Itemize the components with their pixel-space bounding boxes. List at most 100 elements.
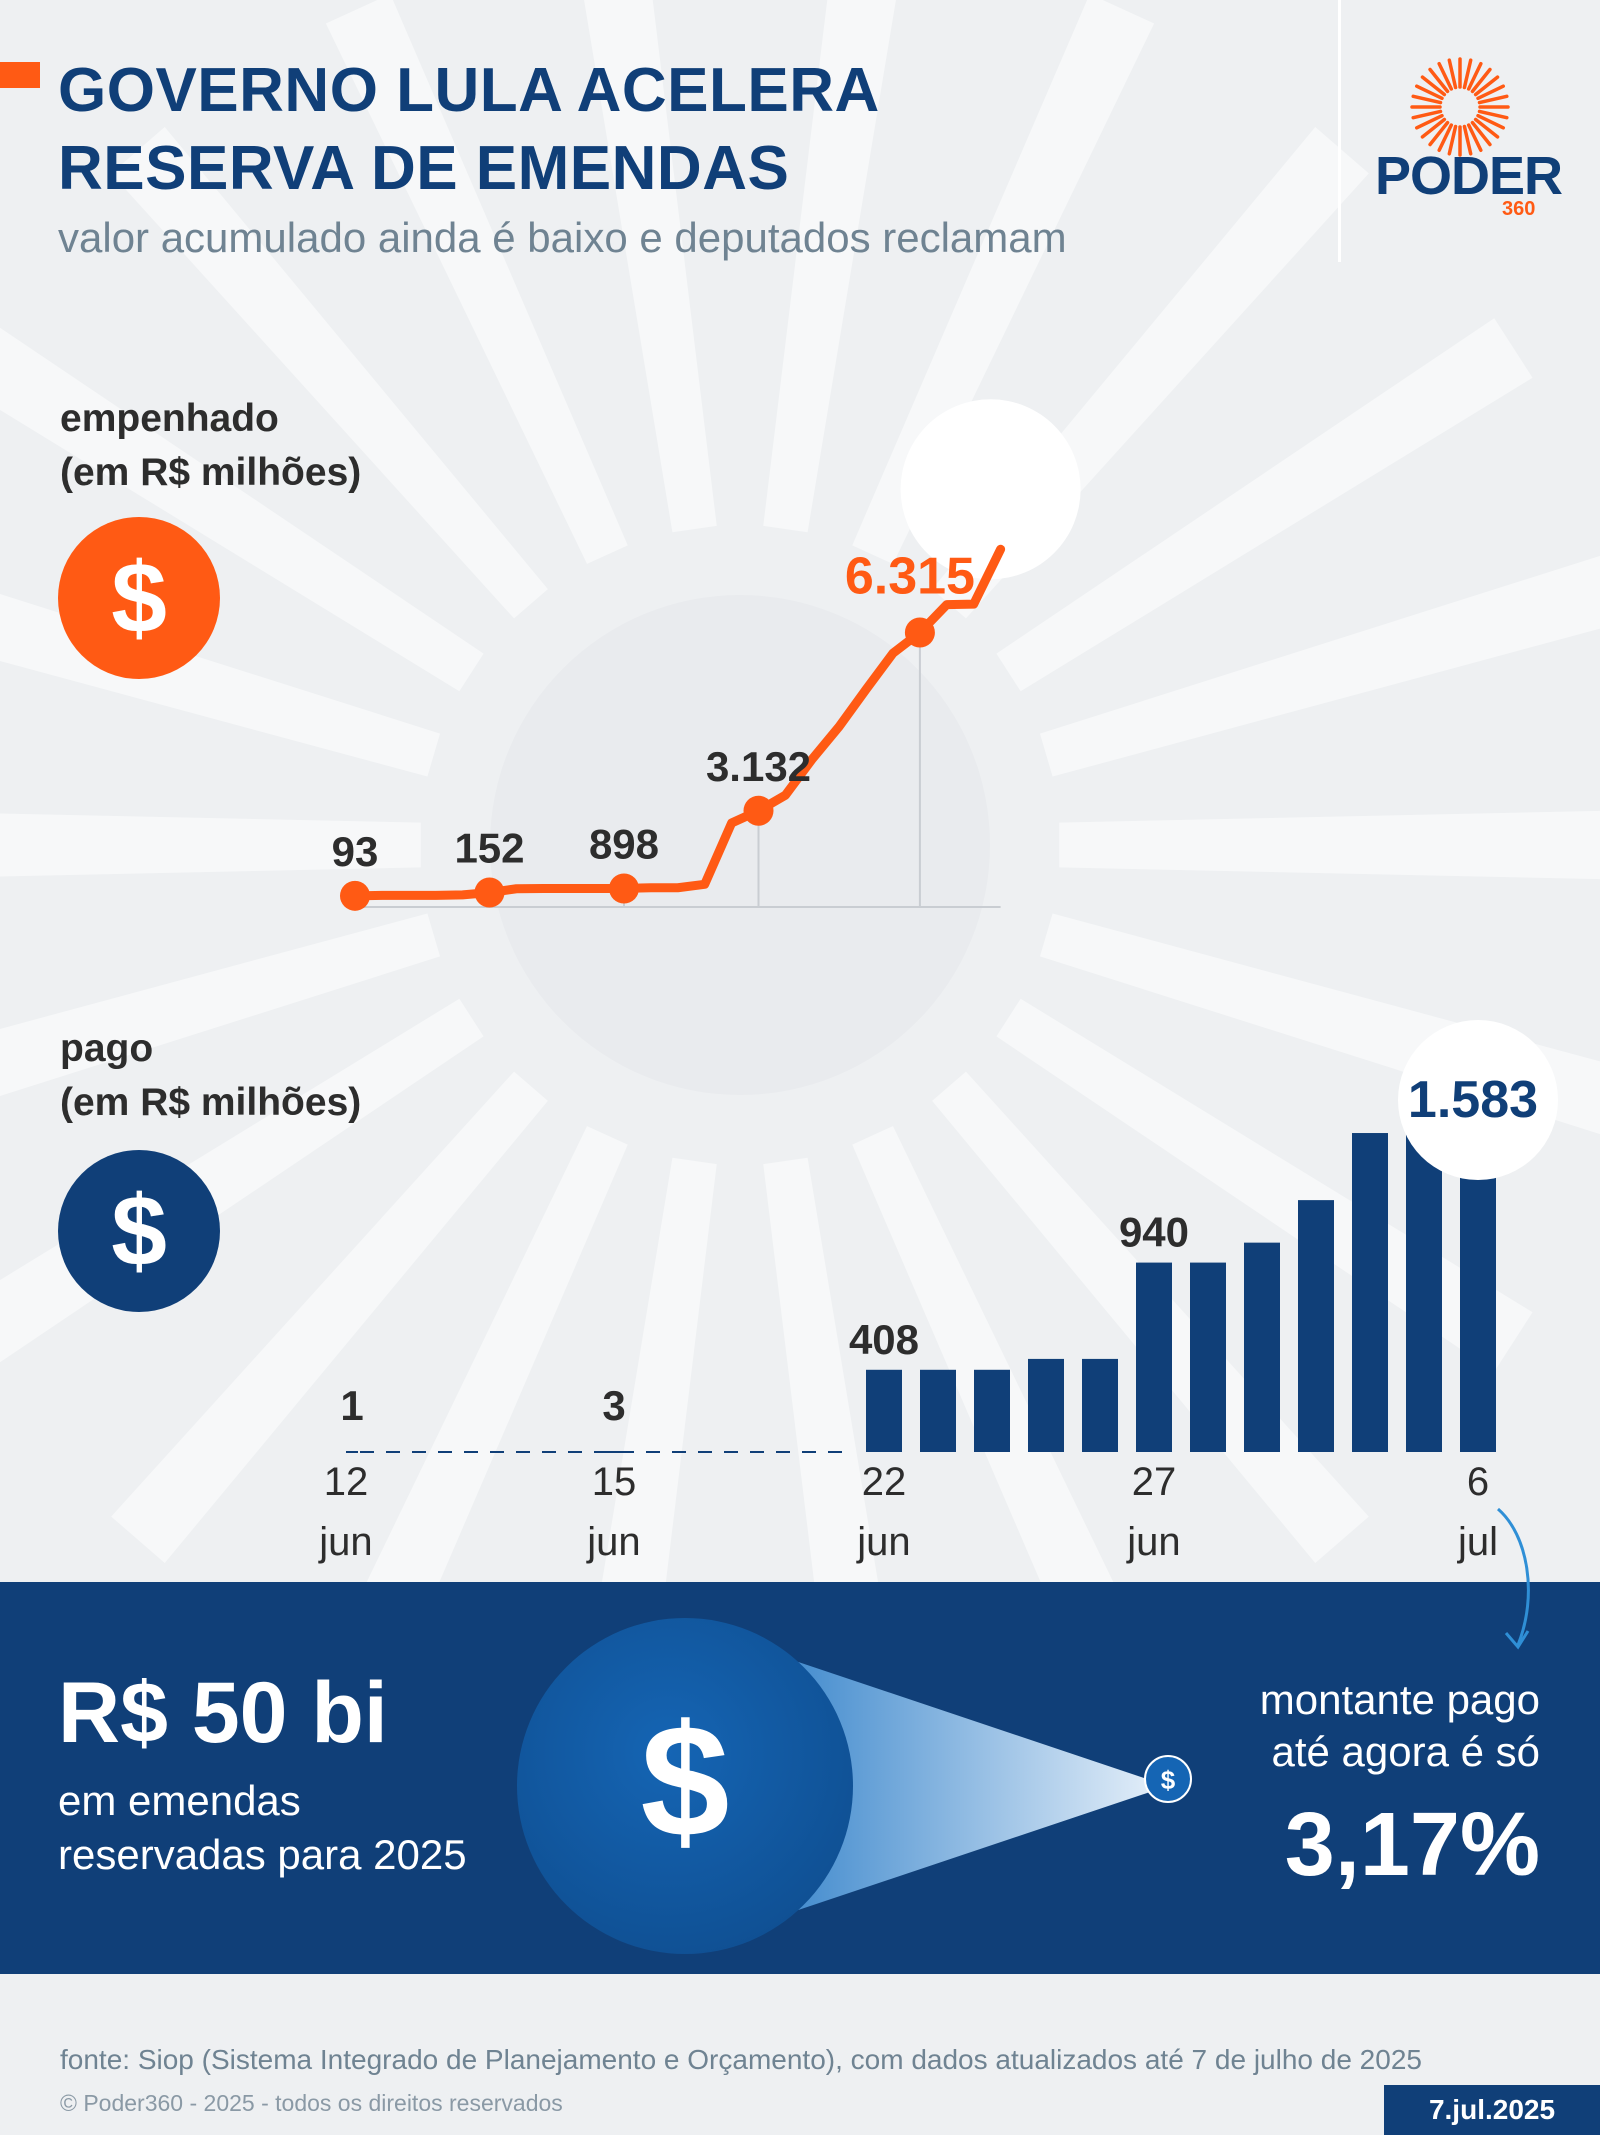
bar [1406,1133,1442,1452]
bar [1190,1262,1226,1452]
copyright-note: © Poder360 - 2025 - todos os direitos re… [60,2090,563,2116]
line-point [904,617,935,648]
logo-number: 360 [1502,198,1536,220]
bar [1298,1200,1334,1452]
logo-ray [1447,124,1458,156]
share-percentage: 3,17% [1284,1795,1540,1895]
logo-ray [1466,123,1483,152]
poder360-logo: PODER 360 [1360,55,1563,225]
x-tick-day: 6 [1467,1460,1489,1504]
accent-bar [0,62,40,88]
data-label: 3.132 [706,743,811,790]
source-note: fonte: Siop (Sistema Integrado de Planej… [60,2044,1422,2075]
background-ray [763,0,896,533]
data-label: 898 [589,820,659,867]
logo-ray [1476,84,1505,101]
bar [1244,1242,1280,1452]
highlight-bubble [1398,1020,1558,1180]
line-point [340,880,370,911]
empenhado-label-line-1: empenhado [60,397,279,440]
total-desc-line-1: em emendas [58,1777,301,1824]
pago-label-line-2: (em R$ milhões) [60,1081,362,1124]
x-tick-day: 12 [324,1460,369,1504]
date-badge: 7.jul.2025 [1384,2085,1600,2135]
dollar-icon: $ [1161,1765,1176,1795]
big-coin [517,1618,853,1954]
logo-ray [1437,123,1454,152]
sun-icon [1410,57,1510,157]
background-ray [325,0,628,564]
x-tick-month: jul [1457,1520,1498,1564]
x-tick-month: jun [586,1520,640,1564]
background-ray [111,127,548,619]
bar [1460,1133,1496,1452]
line-point [474,877,505,908]
highlight-bubble [900,399,1081,580]
dollar-icon: $ [58,517,220,679]
logo-ray [1428,120,1450,147]
total-desc-line-2: reservadas para 2025 [58,1831,467,1878]
empenhado-line [350,544,1006,901]
background-ray [852,0,1155,564]
logo-ray [1473,75,1500,97]
total-value: R$ 50 bi [58,1665,388,1761]
empenhado-label-line-2: (em R$ milhões) [60,451,362,494]
share-description: montante pago até agora é só [1260,1674,1540,1778]
background-ray [1039,555,1600,777]
background-ray [0,813,421,877]
curved-arrow-icon [1497,1507,1530,1650]
page-title: GOVERNO LULA ACELERA RESERVA DE EMENDAS [58,52,880,208]
background-ray [111,1071,548,1563]
logo-ray [1415,113,1444,130]
logo-ray [1447,58,1458,90]
logo-ray [1411,94,1443,105]
logo-word: PODER [1375,146,1563,206]
logo-ray [1420,75,1447,97]
data-label: 3 [602,1382,625,1429]
x-tick-month: jun [318,1520,372,1564]
dollar-icon: $ [58,1150,220,1312]
logo-ray [1462,58,1473,90]
logo-ray [1428,67,1450,94]
x-tick-day: 27 [1132,1460,1177,1504]
x-tick-day: 15 [592,1460,637,1504]
background-ray [0,327,484,692]
bar [866,1369,902,1452]
background-ray [1059,810,1600,880]
logo-ray [1415,84,1444,101]
x-tick-month: jun [856,1520,910,1564]
background-ray [325,1126,628,1696]
logo-ray [1437,62,1454,91]
line-point [743,795,774,826]
bar [1082,1358,1118,1452]
background-disc [490,595,990,1095]
share-line-2: até agora é só [1271,1728,1540,1775]
logo-ray [1476,113,1505,130]
logo-ray [1473,117,1500,139]
summary-band: $ $ R$ 50 bi em emendas reservadas para … [0,1582,1600,1974]
logo-ray [1477,94,1509,105]
share-line-1: montante pago [1259,1676,1540,1723]
pago-label: pago (em R$ milhões) [60,1022,361,1130]
data-label: 93 [332,828,379,875]
line-point [609,873,639,904]
coin-cone-graphic: $ $ [517,1618,1192,1954]
background-ray [0,913,441,1097]
background-ray [996,318,1533,692]
logo-ray [1470,67,1492,94]
bar [1352,1133,1388,1452]
pago-label-line-1: pago [60,1027,154,1070]
page-subtitle: valor acumulado ainda é baixo e deputado… [58,214,1067,261]
data-label: 940 [1119,1209,1189,1256]
background-ray [584,0,717,533]
data-label: 6.315 [845,548,975,606]
title-line-2: RESERVA DE EMENDAS [58,134,790,203]
bar [920,1369,956,1452]
charts: 93 152 898 3.132 6.315 1 3 408 940 1.583 12 jun 15 ju… [318,399,1558,1564]
logo-ray [1420,117,1447,139]
dollar-icon: $ [641,1691,730,1870]
logo-ray [1462,124,1473,156]
data-label: 1 [340,1382,363,1429]
bar [1028,1358,1064,1452]
logo-ray [1477,109,1509,120]
